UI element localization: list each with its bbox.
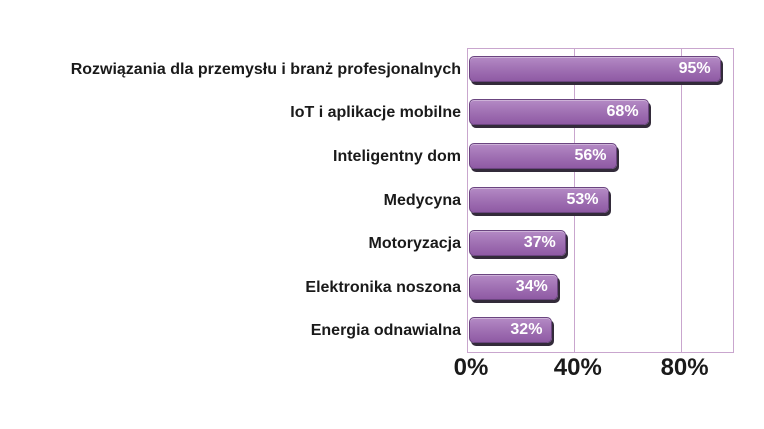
category-label: Motoryzacja [368,235,461,253]
bar-zone: 56% [469,142,734,171]
bar: 56% [469,142,617,169]
bar: 95% [469,55,721,82]
value-label: 34% [515,277,548,295]
value-label: 37% [523,234,556,252]
bar: 53% [469,186,609,213]
x-tick-label: 0% [453,354,489,381]
value-label: 68% [606,103,639,121]
bar-row: Energia odnawialna 32% [0,309,734,353]
bar-row: Rozwiązania dla przemysłu i branż profes… [0,48,734,92]
category-label: IoT i aplikacje mobilne [290,104,461,122]
category-label: Inteligentny dom [333,147,461,165]
bar-zone: 32% [469,317,734,345]
category-label: Elektronika noszona [305,278,461,296]
bar-zone: 95% [469,55,734,84]
bar: 68% [469,99,649,126]
value-label: 95% [678,59,711,77]
bar-zone: 68% [469,99,734,127]
value-label: 53% [566,190,599,208]
bar-row: Motoryzacja 37% [0,222,734,266]
bar-row: IoT i aplikacje mobilne 68% [0,92,734,136]
bar-zone: 34% [469,273,734,302]
bar: 34% [469,273,558,300]
bar-row: Inteligentny dom 56% [0,135,734,179]
x-tick-label: 80% [660,354,709,381]
value-label: 56% [574,146,607,164]
bar-zone: 53% [469,186,734,215]
bar: 32% [469,317,553,344]
value-label: 32% [510,321,543,339]
category-label: Rozwiązania dla przemysłu i branż profes… [70,60,461,78]
gridline-80 [680,49,682,352]
bar-row: Medycyna 53% [0,179,734,223]
x-tick-label: 40% [553,354,602,381]
category-label: Energia odnawialna [310,322,461,340]
category-label: Medycyna [383,191,461,209]
chart-rows: Rozwiązania dla przemysłu i branż profes… [0,48,734,353]
bar-row: Elektronika noszona 34% [0,266,734,310]
bar: 37% [469,230,566,257]
bar-zone: 37% [469,230,734,258]
